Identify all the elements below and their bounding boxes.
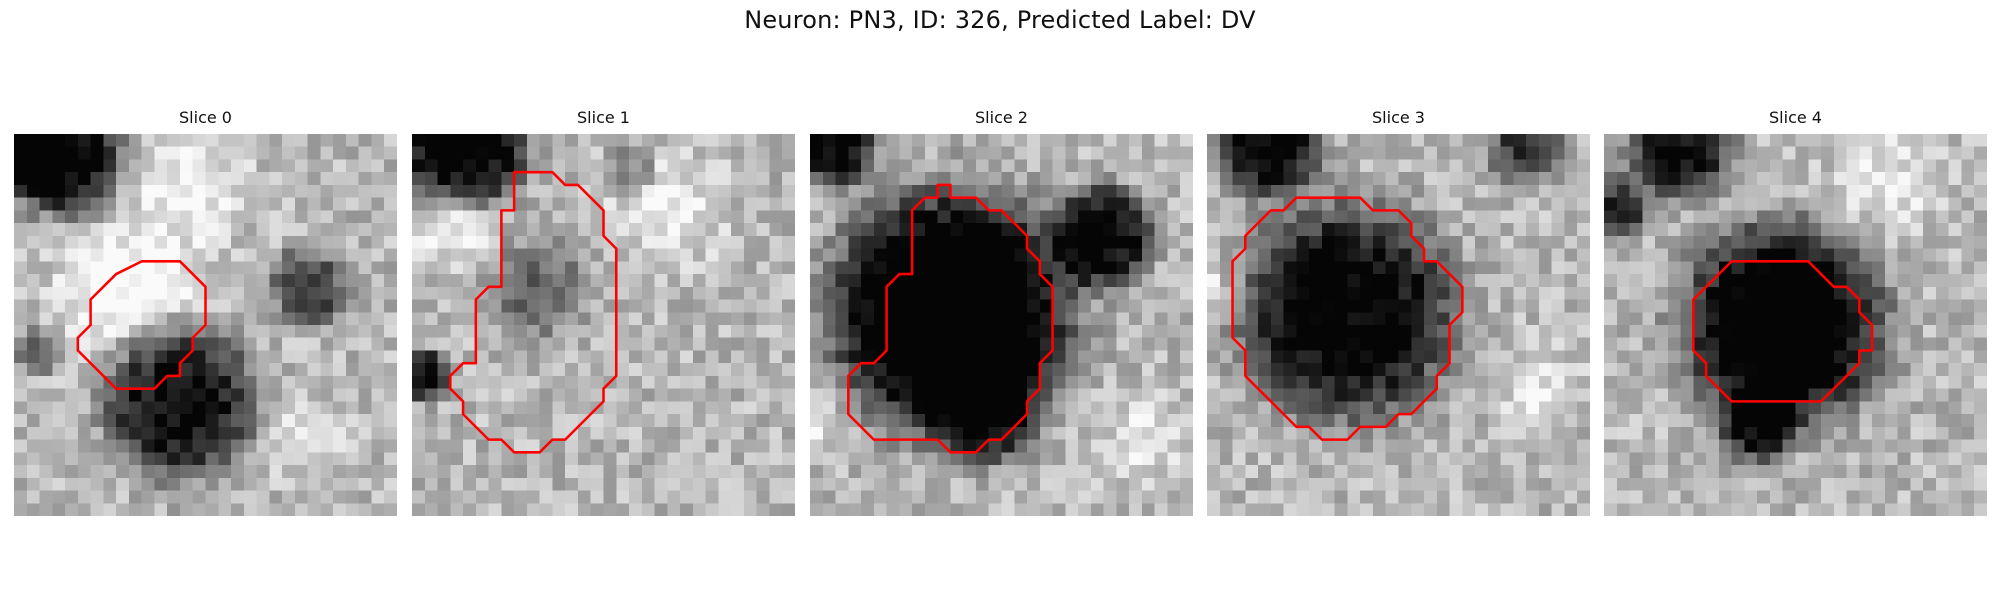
- roi-outline: [449, 170, 618, 454]
- slice-image: [810, 134, 1193, 516]
- roi-outline: [1692, 260, 1874, 403]
- slice-title: Slice 0: [179, 108, 232, 127]
- slice-image: [1207, 134, 1590, 516]
- slice-image: [412, 134, 795, 516]
- slice-title: Slice 2: [975, 108, 1028, 127]
- slice-title: Slice 1: [577, 108, 630, 127]
- micrograph-pixels: [14, 134, 397, 516]
- roi-outline: [1231, 196, 1464, 441]
- slice-panel-4: Slice 4: [1604, 108, 1987, 528]
- micrograph-pixels: [810, 134, 1193, 516]
- slice-image: [14, 134, 397, 516]
- figure-title: Neuron: PN3, ID: 326, Predicted Label: D…: [744, 6, 1256, 34]
- slice-panel-2: Slice 2: [810, 108, 1193, 528]
- slice-title: Slice 3: [1372, 108, 1425, 127]
- roi-outline: [76, 260, 207, 390]
- micrograph-pixels: [412, 134, 795, 516]
- micrograph-pixels: [1207, 134, 1590, 516]
- slice-title: Slice 4: [1769, 108, 1822, 127]
- roi-outline: [847, 183, 1054, 454]
- micrograph-pixels: [1604, 134, 1987, 516]
- slice-panel-0: Slice 0: [14, 108, 397, 528]
- slice-panel-1: Slice 1: [412, 108, 795, 528]
- slice-image: [1604, 134, 1987, 516]
- slice-panel-3: Slice 3: [1207, 108, 1590, 528]
